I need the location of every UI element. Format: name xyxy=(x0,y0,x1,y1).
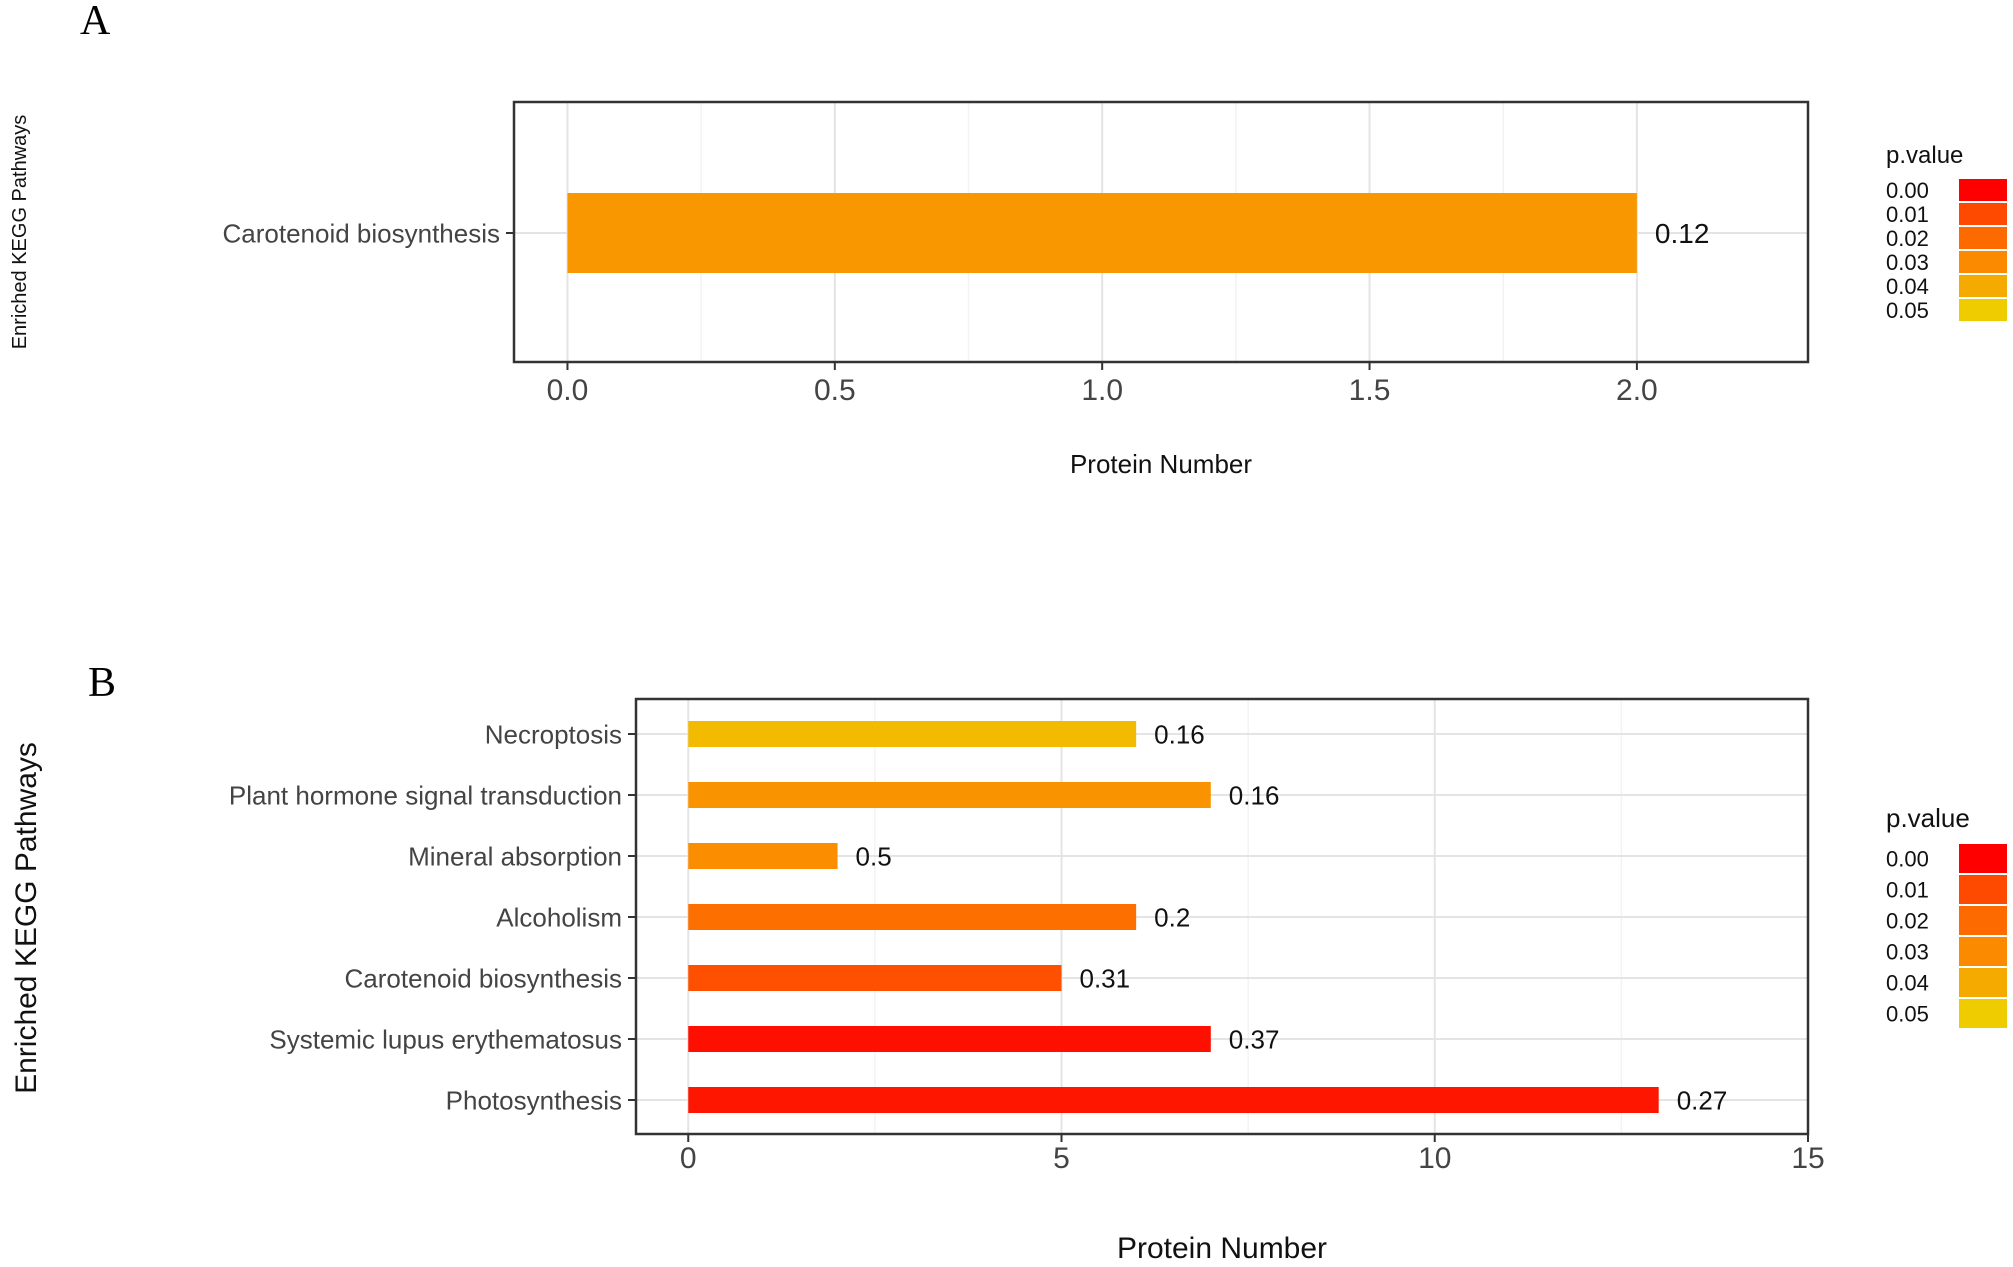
legend-label: 0.00 xyxy=(1886,846,1929,871)
chart-panel-a: 0.12 Carotenoid biosynthesis 0.0 0.5 1.0 1.5 2… xyxy=(9,100,2009,479)
legend-label: 0.05 xyxy=(1886,1001,1929,1026)
legend-label: 0.01 xyxy=(1886,877,1929,902)
y-axis-title: Enriched KEGG Pathways xyxy=(10,742,43,1094)
category-label: Necroptosis xyxy=(485,719,622,749)
bar xyxy=(567,193,1637,273)
legend-color-key xyxy=(1957,225,2009,251)
legend-color-key xyxy=(1957,297,2009,323)
x-tick-label: 0.5 xyxy=(814,374,856,407)
legend-color-key xyxy=(1957,873,2009,906)
legend-color-key xyxy=(1957,904,2009,937)
legend-label: 0.03 xyxy=(1886,939,1929,964)
category-label: Carotenoid biosynthesis xyxy=(345,963,623,993)
bar xyxy=(688,965,1062,991)
x-axis-title: Protein Number xyxy=(1117,1232,1327,1265)
legend-color-key xyxy=(1957,842,2009,875)
bar-data-label: 0.12 xyxy=(1655,218,1710,249)
category-label: Plant hormone signal transduction xyxy=(229,780,622,810)
bar xyxy=(688,782,1211,808)
plot-border xyxy=(512,100,1810,364)
legend-label: 0.01 xyxy=(1886,202,1929,227)
x-tick-label: 5 xyxy=(1053,1142,1070,1175)
x-tick-label: 15 xyxy=(1791,1142,1824,1175)
bar-data-label: 0.5 xyxy=(856,841,892,871)
x-tick-label: 10 xyxy=(1418,1142,1451,1175)
chart-panel-b: 0.16 Necroptosis 0.16 Plant hormone signal … xyxy=(10,697,2009,1265)
legend-label: 0.03 xyxy=(1886,250,1929,275)
legend-title: p.value xyxy=(1886,142,1963,169)
category-label: Carotenoid biosynthesis xyxy=(223,218,501,248)
category-label: Photosynthesis xyxy=(446,1085,622,1115)
x-tick-label: 0 xyxy=(680,1142,697,1175)
x-axis-title: Protein Number xyxy=(1070,449,1252,479)
bar xyxy=(688,1026,1211,1052)
legend-label: 0.05 xyxy=(1886,298,1929,323)
category-label: Systemic lupus erythematosus xyxy=(269,1024,622,1054)
legend-title: p.value xyxy=(1886,803,1970,833)
bar xyxy=(688,721,1137,747)
bar xyxy=(688,904,1137,930)
legend-color-key xyxy=(1957,935,2009,968)
x-tick-label: 1.5 xyxy=(1349,374,1391,407)
bar xyxy=(688,1087,1659,1113)
legend-label: 0.02 xyxy=(1886,908,1929,933)
panel-label-b: B xyxy=(88,660,116,706)
legend-label: 0.00 xyxy=(1886,178,1929,203)
bar-data-label: 0.37 xyxy=(1229,1024,1280,1054)
legend-label: 0.02 xyxy=(1886,226,1929,251)
x-tick-label: 1.0 xyxy=(1081,374,1123,407)
legend-color-key xyxy=(1957,249,2009,275)
legend-color-key xyxy=(1957,997,2009,1030)
legend-color-key xyxy=(1957,201,2009,227)
legend-color-key xyxy=(1957,177,2009,203)
y-axis-title: Enriched KEGG Pathways xyxy=(9,115,31,350)
bar xyxy=(688,843,838,869)
bar-data-label: 0.16 xyxy=(1229,780,1280,810)
category-label: Alcoholism xyxy=(496,902,622,932)
bar-data-label: 0.31 xyxy=(1080,963,1131,993)
legend-label: 0.04 xyxy=(1886,274,1929,299)
x-tick-label: 2.0 xyxy=(1616,374,1658,407)
panel-label-a: A xyxy=(80,0,111,44)
plot-border xyxy=(634,697,1810,1136)
category-label: Mineral absorption xyxy=(408,841,622,871)
bar-data-label: 0.2 xyxy=(1154,902,1190,932)
bar-data-label: 0.16 xyxy=(1154,719,1205,749)
bar-data-label: 0.27 xyxy=(1677,1085,1728,1115)
legend-color-key xyxy=(1957,966,2009,999)
legend-label: 0.04 xyxy=(1886,970,1929,995)
x-tick-label: 0.0 xyxy=(547,374,589,407)
legend-color-key xyxy=(1957,273,2009,299)
